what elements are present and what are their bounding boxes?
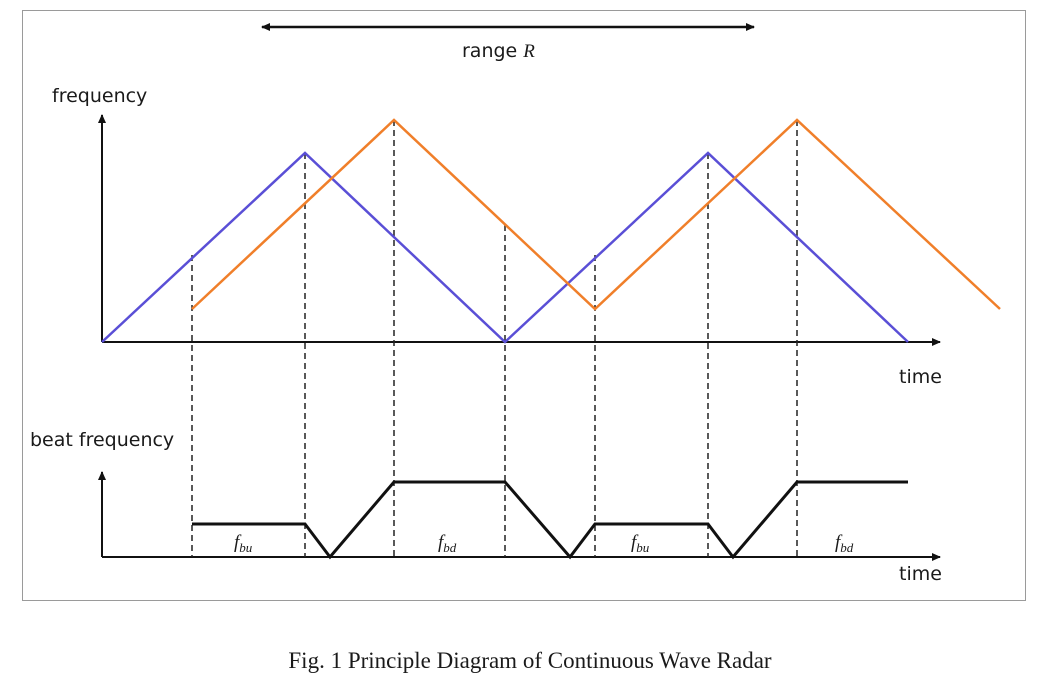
- received-signal: [191, 118, 1001, 311]
- beat-label-fbu-2: fbu: [631, 532, 650, 555]
- beat-label-fbd-1: fbd: [438, 532, 457, 555]
- figure-caption: Fig. 1 Principle Diagram of Continuous W…: [288, 648, 772, 673]
- bottom-time-label: time: [899, 563, 942, 585]
- top-axis-label: frequency: [52, 85, 147, 107]
- top-time-label: time: [899, 366, 942, 388]
- beat-label-fbu-1: fbu: [234, 532, 253, 555]
- dashed-guides: [191, 120, 798, 557]
- beat-frequency-signal: [192, 480, 908, 560]
- range-label: range R: [462, 40, 535, 62]
- beat-label-fbd-2: fbd: [835, 532, 854, 555]
- figure-frame: [22, 10, 1026, 601]
- transmitted-signal: [101, 151, 909, 344]
- bottom-axis-label: beat frequency: [30, 429, 174, 451]
